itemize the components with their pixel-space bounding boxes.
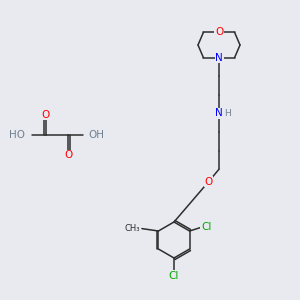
Text: O: O [64,150,73,161]
Text: OH: OH [88,130,104,140]
Text: O: O [41,110,50,120]
Text: O: O [204,177,213,187]
Text: O: O [215,27,223,38]
Text: Cl: Cl [201,222,211,233]
Text: CH₃: CH₃ [124,224,140,233]
Text: H: H [224,110,231,118]
Text: HO: HO [9,130,25,140]
Text: N: N [215,52,223,63]
Text: Cl: Cl [169,271,179,281]
Text: N: N [215,108,223,118]
